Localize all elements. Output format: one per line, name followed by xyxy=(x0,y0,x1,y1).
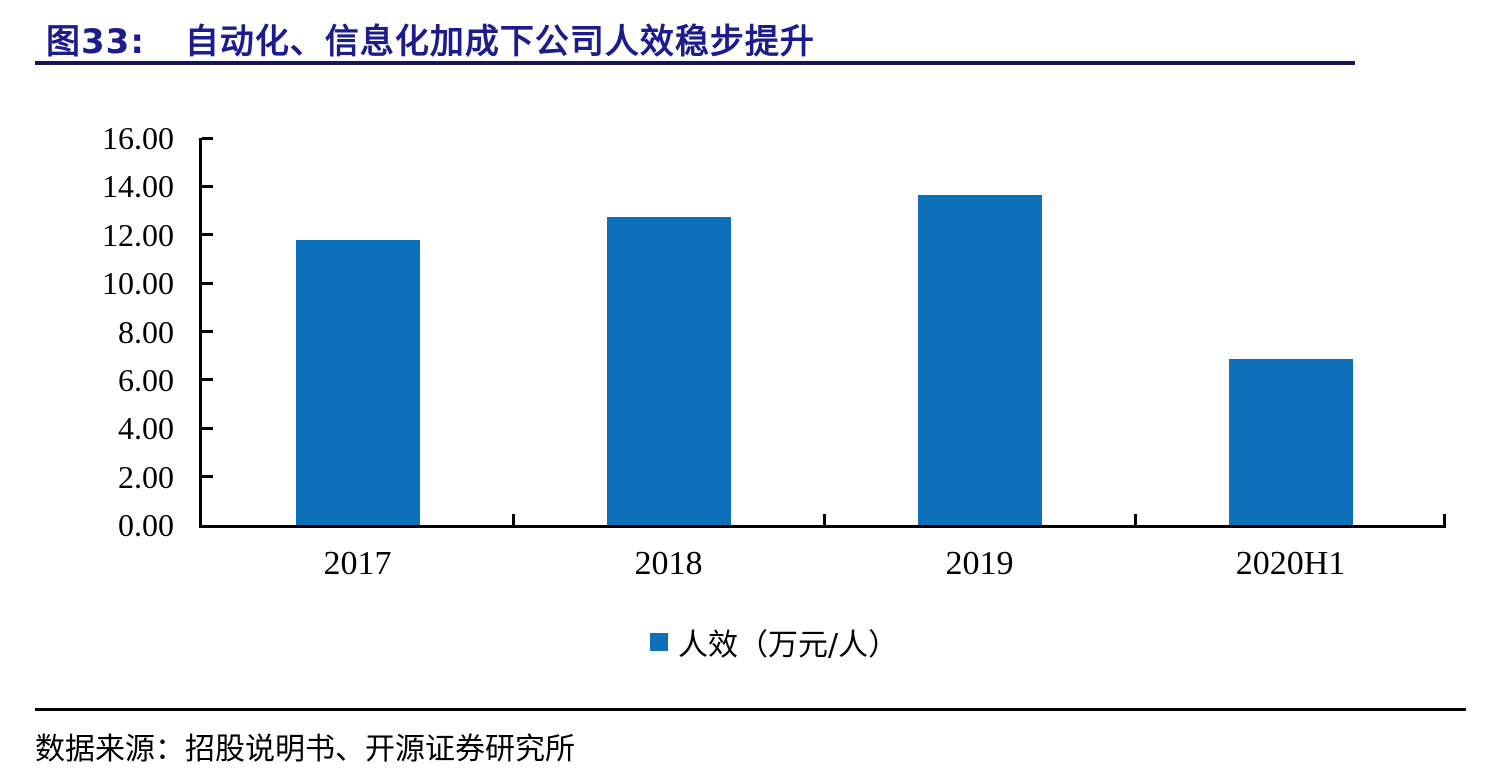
y-axis-tick-label: 2.00 xyxy=(118,458,174,495)
x-axis-tick-mark xyxy=(1443,514,1446,525)
legend-square-icon xyxy=(650,633,668,651)
x-axis-tick-mark xyxy=(1133,514,1137,525)
figure-number-label: 图33: xyxy=(46,22,145,62)
y-axis-tick-label: 12.00 xyxy=(102,216,174,253)
x-axis-label-2020H1: 2020H1 xyxy=(1235,545,1346,582)
bar-2020H1 xyxy=(1228,359,1353,525)
figure-title-row: 图33: 自动化、信息化加成下公司人效稳步提升 xyxy=(46,14,815,63)
y-axis-tick-mark xyxy=(202,330,213,333)
bar-2019 xyxy=(917,195,1042,525)
y-axis-tick-label: 6.00 xyxy=(118,361,174,398)
y-axis-tick-label: 4.00 xyxy=(118,410,174,447)
x-axis-label-2019: 2019 xyxy=(945,545,1014,582)
y-axis-tick-label: 16.00 xyxy=(102,120,174,156)
y-axis-tick-mark xyxy=(202,281,213,285)
x-axis-tick-mark xyxy=(511,514,515,525)
y-axis-tick-mark xyxy=(202,426,213,430)
y-axis-tick-label: 14.00 xyxy=(102,168,174,205)
x-axis-label-2017: 2017 xyxy=(323,545,392,582)
data-source-note: 数据来源：招股说明书、开源证券研究所 xyxy=(35,732,575,767)
y-axis-tick-label: 0.00 xyxy=(118,507,174,543)
x-axis-tick-mark xyxy=(822,514,826,525)
y-axis-tick-label: 10.00 xyxy=(102,265,174,302)
x-axis-label-2018: 2018 xyxy=(634,545,703,582)
y-axis-tick-mark xyxy=(202,378,213,382)
y-axis-tick-mark xyxy=(202,136,213,140)
title-underline-rule xyxy=(35,61,1355,65)
legend-series-label: 人效（万元/人） xyxy=(678,628,899,663)
y-axis-tick-mark xyxy=(202,475,213,479)
y-axis-tick-mark xyxy=(202,233,213,237)
footer-divider-rule xyxy=(35,708,1466,711)
y-axis-tick-mark xyxy=(202,184,213,188)
bar-2017 xyxy=(295,240,420,525)
bar-2018 xyxy=(606,217,731,525)
y-axis-tick-label: 8.00 xyxy=(118,313,174,350)
bar-chart-plot-area: 16.00 14.00 12.00 10.00 8.00 6.00 4.00 2.00 0.00… xyxy=(102,122,1446,581)
figure-title: 自动化、信息化加成下公司人效稳步提升 xyxy=(184,22,815,62)
chart-legend: 人效（万元/人） xyxy=(650,620,898,664)
